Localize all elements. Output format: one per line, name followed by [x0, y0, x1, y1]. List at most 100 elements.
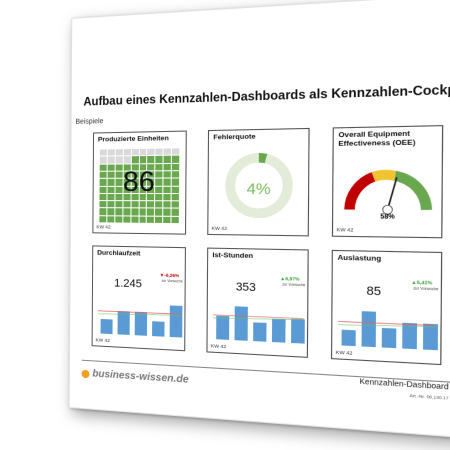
kpi-delta: ▼-6,26%: [160, 272, 180, 278]
waffle-cell: [131, 201, 138, 207]
waffle-cell: [155, 209, 162, 216]
brand-logo: business-wissen.de: [82, 368, 189, 386]
bar: [423, 324, 438, 351]
waffle-cell: [107, 209, 114, 215]
waffle-cell: [99, 201, 106, 207]
waffle-cell: [139, 209, 146, 216]
kpi-note: zur Vorwoche: [280, 282, 307, 287]
waffle-cell: [139, 216, 146, 223]
kpi-delta: ▲6,97%: [280, 276, 299, 282]
bar-chart: [96, 299, 184, 340]
gauge-red-zone: [350, 177, 374, 210]
bar: [235, 306, 248, 341]
waffle-cell: [148, 156, 155, 163]
waffle-cell: [155, 216, 162, 223]
waffle-cell: [115, 209, 122, 215]
bar: [152, 321, 164, 336]
waffle-cell: [131, 209, 138, 215]
gauge-needle: [388, 177, 397, 209]
bar: [101, 319, 113, 334]
waffle-cell: [108, 149, 115, 155]
waffle-cell: [172, 148, 179, 155]
oee-value: 58%: [333, 214, 444, 222]
card-week: KW 42: [337, 228, 354, 234]
card-utilization: Auslastung 85 ▲5,41% zur Vorwoche KW 42: [331, 250, 442, 365]
waffle-cell: [172, 209, 179, 216]
waffle-cell: [147, 216, 154, 223]
card-title: Overall Equipment Effectiveness (OEE): [338, 130, 442, 150]
card-week: KW 42: [96, 225, 110, 230]
document-title: Aufbau eines Kennzahlen-Dashboards als K…: [83, 84, 450, 109]
bar-chart: [336, 308, 440, 353]
bar: [402, 323, 417, 349]
bar: [342, 330, 356, 346]
bar: [361, 311, 376, 347]
waffle-cell: [163, 216, 170, 223]
waffle-cell: [163, 209, 170, 216]
gauge-hub: [383, 205, 393, 214]
waffle-cell: [139, 156, 146, 163]
waffle-cell: [123, 157, 130, 164]
kpi-value: 353: [219, 280, 274, 294]
card-title: Auslastung: [337, 254, 381, 264]
waffle-cell: [164, 148, 171, 155]
waffle-cell: [108, 157, 115, 163]
waffle-cell: [123, 209, 130, 215]
card-week: KW 42: [212, 227, 228, 232]
bar: [216, 316, 229, 340]
gauge-green-zone: [395, 176, 427, 210]
brand-name: business-wissen.de: [92, 368, 188, 385]
waffle-cell: [163, 201, 170, 208]
kpi-value: 1.245: [103, 277, 154, 291]
waffle-cell: [147, 209, 154, 216]
waffle-cell: [100, 149, 107, 155]
card-week: KW 42: [336, 351, 353, 357]
waffle-cell: [107, 201, 114, 207]
card-produced-units: Produzierte Einheiten 86 KW 42: [92, 131, 186, 235]
document-subtitle: Beispiele: [75, 118, 103, 126]
kpi-delta: ▲5,41%: [411, 279, 432, 285]
waffle-cell: [164, 156, 171, 163]
card-throughput-time: Durchlaufzeit 1.245 ▼-6,26% zur Vorwoche…: [92, 245, 186, 351]
waffle-cell: [172, 201, 179, 208]
waffle-cell: [107, 216, 114, 222]
error-rate-value: 4%: [209, 180, 311, 198]
waffle-cell: [115, 157, 122, 163]
card-actual-hours: Ist-Stunden 353 ▲6,97% zur Vorwoche KW 4…: [206, 248, 308, 358]
waffle-cell: [100, 157, 107, 163]
waffle-cell: [115, 216, 122, 222]
card-week: KW 42: [211, 344, 227, 350]
kpi-note: zur Vorwoche: [411, 286, 441, 291]
card-oee: Overall Equipment Effectiveness (OEE) 58…: [332, 125, 443, 238]
bar: [382, 328, 397, 348]
waffle-cell: [115, 201, 122, 207]
bar: [135, 312, 147, 336]
waffle-cell: [172, 156, 179, 163]
waffle-cell: [123, 201, 130, 207]
produced-value: 86: [100, 165, 180, 198]
waffle-cell: [131, 216, 138, 223]
waffle-cell: [139, 149, 146, 156]
waffle-cell: [147, 201, 154, 208]
waffle-cell: [123, 149, 130, 156]
brand-dot-icon: [82, 369, 90, 378]
gauge-chart: [338, 158, 439, 217]
card-week: KW 42: [96, 338, 110, 344]
bar: [272, 319, 286, 343]
gauge-yellow-zone: [373, 175, 395, 177]
waffle-cell: [131, 149, 138, 156]
waffle-cell: [172, 217, 179, 224]
card-title: Fehlerquote: [213, 133, 255, 142]
kpi-note: zur Vorwoche: [160, 279, 185, 284]
waffle-cell: [155, 201, 162, 208]
waffle-cell: [116, 149, 123, 156]
document-page: Aufbau eines Kennzahlen-Dashboards als K…: [69, 0, 450, 438]
card-title: Durchlaufzeit: [97, 250, 140, 259]
waffle-cell: [123, 216, 130, 223]
waffle-cell: [139, 201, 146, 207]
waffle-cell: [99, 209, 106, 215]
waffle-cell: [99, 216, 106, 222]
bar: [170, 305, 183, 337]
bar: [253, 322, 266, 341]
kpi-value: 85: [344, 284, 404, 299]
